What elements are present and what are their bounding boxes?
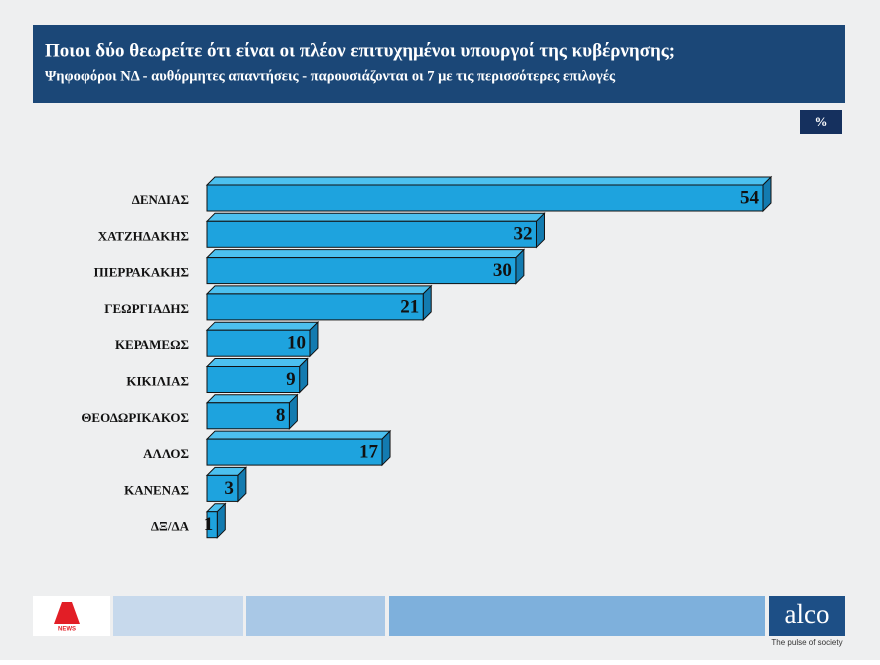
value-label: 30 [493, 260, 512, 281]
tagline: The pulse of society [771, 638, 842, 647]
value-label: 9 [286, 369, 296, 390]
bar [206, 257, 517, 285]
bar-top [205, 430, 392, 440]
subtitle: Ψηφοφόροι ΝΔ - αυθόρμητες απαντήσεις - π… [45, 68, 616, 84]
unit-badge [800, 110, 842, 134]
category-label: ΘΕΟΔΩΡΙΚΑΚΟΣ [81, 410, 189, 425]
category-label: ΚΙΚΙΛΙΑΣ [126, 373, 189, 388]
value-label: 8 [276, 405, 286, 426]
value-label: 1 [204, 514, 214, 535]
bar [206, 511, 218, 539]
bar-top [205, 212, 546, 222]
value-label: 21 [400, 296, 419, 317]
category-label: ΚΕΡΑΜΕΩΣ [115, 337, 189, 352]
bar [206, 474, 239, 502]
category-label: ΠΙΕΡΡΑΚΑΚΗΣ [94, 265, 189, 280]
footer-strip [389, 596, 765, 636]
bar-top [205, 176, 773, 186]
title: Ποιοι δύο θεωρείτε ότι είναι οι πλέον επ… [45, 40, 675, 61]
bar [206, 293, 424, 321]
bar-top [205, 285, 433, 295]
category-label: ΑΛΛΟΣ [143, 446, 189, 461]
news-logo-text: NEWS [58, 627, 76, 633]
category-label: ΧΑΤΖΗΔΑΚΗΣ [98, 228, 189, 243]
bar-top [205, 321, 320, 331]
value-label: 54 [740, 187, 760, 208]
bar [206, 402, 290, 430]
bar [206, 366, 301, 393]
bar [206, 184, 764, 212]
unit: % [815, 114, 828, 129]
news-logo-icon [54, 602, 80, 624]
category-label: ΚΑΝΕΝΑΣ [124, 482, 189, 497]
category-label: ΔΞ/ΔΑ [151, 519, 190, 534]
value-label: 10 [287, 333, 306, 354]
bar [206, 438, 383, 466]
bar [206, 329, 311, 357]
bar-top [205, 249, 526, 259]
footer-strip [113, 596, 243, 636]
value-label: 3 [224, 478, 234, 499]
bar-top [205, 358, 309, 367]
category-label: ΔΕΝΔΙΑΣ [132, 192, 189, 207]
bar [206, 220, 537, 248]
value-label: 17 [359, 441, 379, 462]
plot: ΔΕΝΔΙΑΣ 54 ΧΑΤΖΗΔΑΚΗΣ 32 ΠΙΕΡΡΑΚΑΚΗΣ 30 ΓΕΩΡΓΙ… [81, 175, 773, 539]
category-label: ΓΕΩΡΓΙΑΔΗΣ [104, 301, 189, 316]
logo: alco [785, 599, 830, 629]
bar-top [205, 394, 299, 404]
value-label: 32 [513, 224, 532, 245]
logo-box [769, 596, 845, 636]
header [33, 25, 845, 103]
footer-strip [246, 596, 385, 636]
